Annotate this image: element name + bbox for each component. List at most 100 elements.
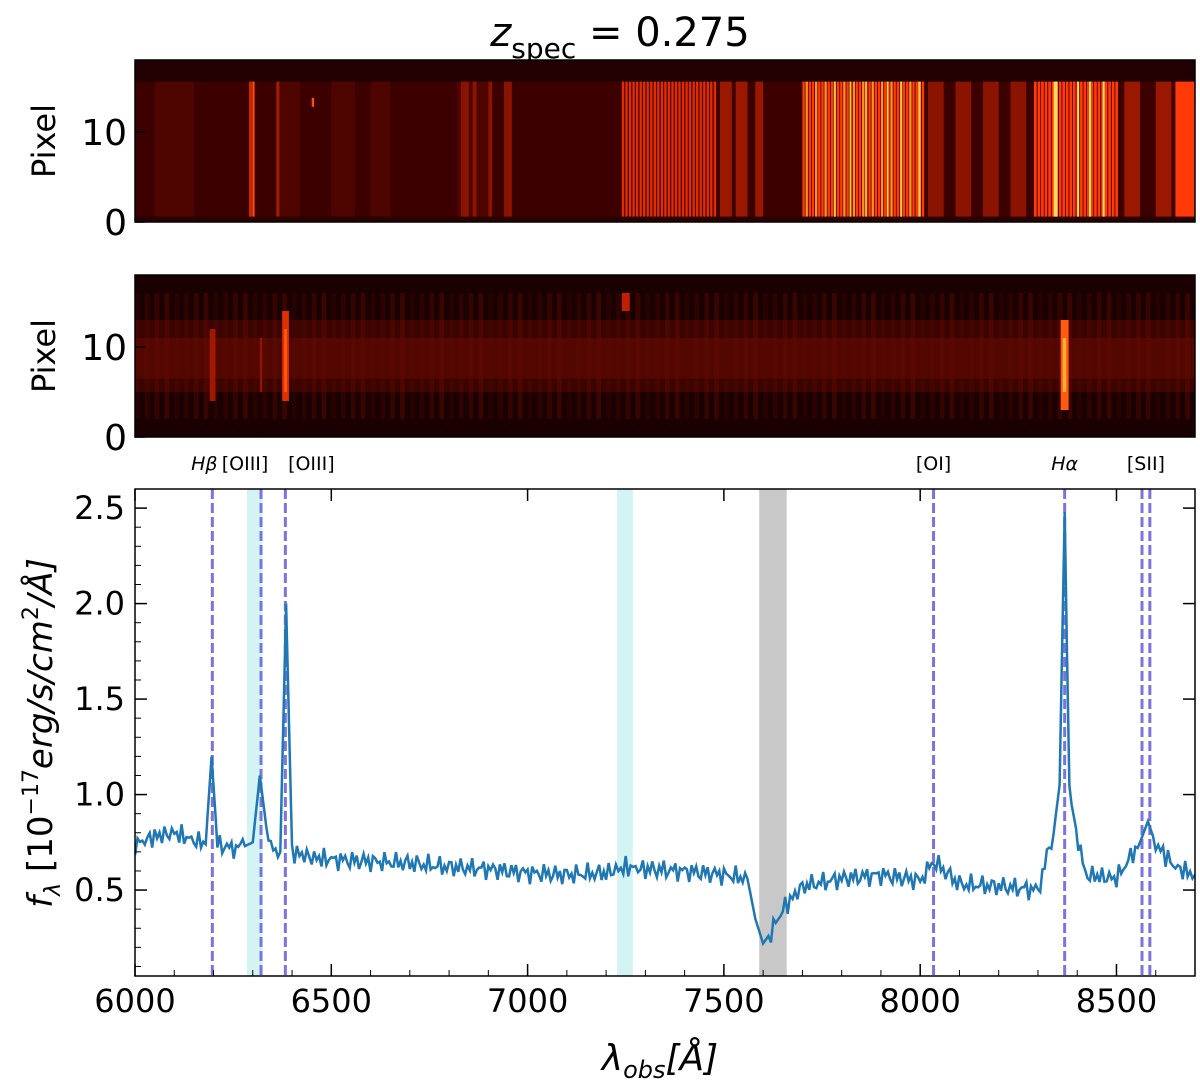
spectrum-band — [1155, 81, 1172, 217]
spectrum-band — [311, 293, 317, 419]
shaded-band — [759, 489, 787, 976]
spectrum-band — [846, 81, 849, 217]
spectrum-band — [694, 293, 700, 419]
spectrum-band — [900, 293, 906, 419]
spectrum-band — [906, 81, 909, 217]
spectrum-band — [135, 338, 1195, 379]
spectrum-band — [949, 293, 955, 419]
spectrum-band — [429, 293, 435, 419]
spectrum-band — [1057, 293, 1063, 419]
spectrum-band — [628, 81, 632, 217]
emission-line-label: Hα — [1051, 453, 1078, 475]
spectrum-band — [811, 81, 815, 217]
spectrum-band — [1055, 81, 1058, 217]
spectrum-band — [912, 81, 915, 217]
spectrum-band — [821, 81, 824, 217]
spectrum-band — [1037, 81, 1041, 217]
spectrum-band — [998, 293, 1004, 419]
spectrum-band — [460, 81, 469, 217]
x-tick-label: 8500 — [1076, 982, 1157, 1020]
spectrum-band — [808, 81, 812, 217]
spectrum-band — [586, 293, 592, 419]
spectrum-band — [723, 293, 729, 419]
spectrum-band — [1094, 81, 1097, 217]
spectrum-band — [653, 81, 656, 217]
spectrum-band — [688, 81, 692, 217]
spectrum-band — [259, 338, 263, 392]
spectrum-band — [782, 293, 788, 419]
spectrum-band — [1111, 81, 1115, 217]
spectrum-band — [802, 81, 805, 217]
spectrum-band — [468, 293, 474, 419]
spectrum-band — [311, 97, 315, 107]
spectrum-band — [350, 293, 356, 419]
spectrum-band — [164, 293, 170, 419]
spectrum-band — [203, 293, 209, 419]
spectrum-band — [880, 293, 886, 419]
spectrum-band — [773, 293, 778, 419]
spectrum-band — [983, 81, 999, 217]
spectrum-band — [1044, 81, 1048, 217]
y-tick-label: 0 — [104, 418, 127, 459]
spectrum-band — [458, 293, 464, 419]
spectrum-band — [223, 293, 228, 419]
spectrum-band — [959, 293, 965, 419]
spectrum-band — [409, 293, 415, 419]
panel2-ylabel: Pixel — [25, 319, 63, 393]
spectrum-band — [921, 81, 925, 217]
spectrum-band — [504, 81, 512, 217]
spectrum-band — [370, 81, 391, 217]
spectrum-band — [621, 293, 630, 311]
spectrum-band — [979, 293, 984, 419]
spectrum-band — [665, 293, 670, 419]
spectrum-band — [805, 81, 808, 217]
spectrum-band — [871, 81, 874, 217]
spectrum-band — [1097, 81, 1101, 217]
spectrum-band — [884, 81, 887, 217]
spectrum-band — [858, 81, 862, 217]
spectrum-band — [657, 81, 660, 217]
spectrum-band — [849, 81, 852, 217]
spectrum-band — [321, 293, 327, 419]
spectrum-band — [699, 81, 702, 217]
spectrum-band — [508, 293, 513, 419]
spectrum-band — [827, 81, 830, 217]
panel-1d-spectrum: 6000 6500 7000 7500 8000 8500 0.5 1.0 1.5 2.0 2.5… — [19, 453, 1196, 1083]
spectrum-band — [135, 216, 1195, 222]
spectrum-band — [674, 81, 678, 217]
spectrum-band — [360, 293, 366, 419]
spectrum-band — [704, 293, 709, 419]
spectrum-band — [252, 81, 255, 217]
spectrum-band — [1096, 293, 1102, 419]
spectrum-band — [615, 293, 621, 419]
spectrum-band — [370, 293, 376, 419]
spectrum-band — [1087, 81, 1090, 217]
spectrum-band — [685, 81, 688, 217]
y-axis-label: fλ [10−17erg/s/cm2/Å] — [19, 558, 66, 908]
spectrum-band — [174, 293, 179, 419]
spectrum-band — [252, 293, 258, 419]
spectrum-band — [696, 81, 699, 217]
spectrum-band — [703, 81, 706, 217]
shaded-band — [617, 489, 633, 976]
spectrum-band — [1008, 293, 1014, 419]
spectrum-band — [893, 81, 896, 217]
spectrum-band — [1069, 81, 1073, 217]
spectrum-band — [1053, 81, 1056, 217]
spectrum-band — [1080, 81, 1083, 217]
spectrum-band — [527, 293, 533, 419]
spectrum-band — [915, 81, 918, 217]
spectrum-band — [635, 293, 641, 419]
spectrum-band — [812, 293, 817, 419]
spectrum-band — [1051, 81, 1055, 217]
spectrum-band — [1010, 81, 1027, 217]
y-tick-label: 2.5 — [74, 489, 125, 527]
spectrum-band — [1101, 81, 1104, 217]
spectrum-band — [939, 293, 945, 419]
emission-line-label: [OIII] — [288, 453, 335, 475]
spectrum-band — [909, 81, 912, 217]
y-tick-label: 2.0 — [74, 585, 125, 623]
spectrum-band — [733, 293, 739, 419]
spectrum-band — [1106, 293, 1112, 419]
spectrum-band — [900, 81, 903, 217]
